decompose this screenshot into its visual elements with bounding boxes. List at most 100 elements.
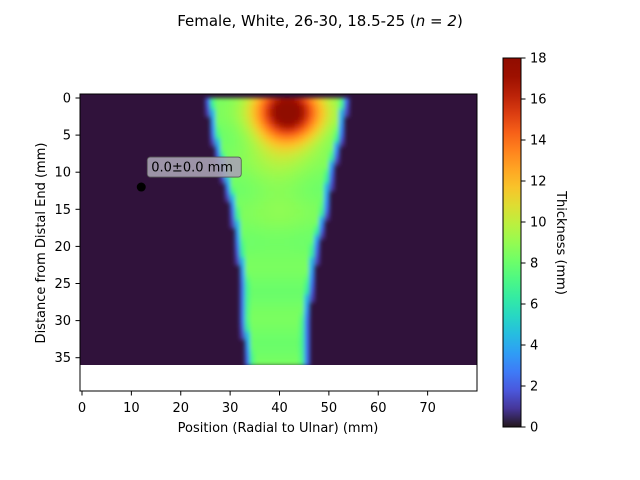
heatmap-cell xyxy=(269,283,276,288)
heatmap-cell xyxy=(279,127,286,132)
heatmap-cell xyxy=(319,138,325,144)
heatmap-cell xyxy=(274,198,281,203)
heatmap-cell xyxy=(269,268,276,273)
heatmap-cell xyxy=(294,123,300,129)
heatmap-cell xyxy=(309,261,315,266)
heatmap-cell xyxy=(289,209,295,214)
heatmap-cell xyxy=(289,346,295,351)
heatmap-cell xyxy=(215,120,221,125)
heatmap-cell xyxy=(240,205,246,210)
heatmap-cell xyxy=(328,168,335,173)
heatmap-cell xyxy=(319,220,325,225)
heatmap-cell xyxy=(279,290,286,296)
heatmap-cell xyxy=(230,116,236,121)
heatmap-cell xyxy=(240,320,246,325)
heatmap-cell xyxy=(289,116,295,121)
heatmap-cell xyxy=(284,276,290,281)
heatmap-cell xyxy=(274,101,281,107)
heatmap-cell xyxy=(284,198,290,203)
heatmap-cell xyxy=(274,346,281,351)
heatmap-cell xyxy=(249,272,256,277)
heatmap-cell xyxy=(230,187,236,192)
heatmap-cell xyxy=(259,320,266,325)
heatmap-cell xyxy=(333,142,340,147)
heatmap-cell xyxy=(225,149,231,155)
heatmap-cell xyxy=(304,183,310,188)
heatmap-cell xyxy=(269,316,276,322)
heatmap-cell xyxy=(274,172,281,177)
heatmap-cell xyxy=(249,268,256,273)
heatmap-cell xyxy=(304,123,310,129)
heatmap-cell xyxy=(279,131,286,136)
heatmap-cell xyxy=(309,268,315,273)
heatmap-cell xyxy=(299,123,305,129)
heatmap-cell xyxy=(264,112,271,118)
heatmap-cell xyxy=(294,224,300,229)
heatmap-cell xyxy=(264,194,271,199)
heatmap-cell xyxy=(235,201,241,207)
heatmap-cell xyxy=(279,164,286,170)
heatmap-cell xyxy=(299,190,305,196)
heatmap-cell xyxy=(220,142,226,147)
heatmap-cell xyxy=(274,350,281,355)
heatmap-cell xyxy=(333,161,340,166)
heatmap-cell xyxy=(294,335,300,340)
heatmap-cell xyxy=(289,98,295,103)
heatmap-cell xyxy=(289,201,295,207)
heatmap-cell xyxy=(259,287,266,292)
heatmap-cell xyxy=(294,316,300,322)
heatmap-cell xyxy=(284,131,290,136)
colorbar-tick-label: 14 xyxy=(530,134,547,149)
heatmap-cell xyxy=(319,101,325,107)
heatmap-cell xyxy=(269,224,276,229)
heatmap-cell xyxy=(319,149,325,155)
heatmap-cell xyxy=(279,328,286,333)
heatmap-cell xyxy=(269,175,276,181)
heatmap-cell xyxy=(328,105,335,110)
heatmap-cell xyxy=(269,183,276,188)
heatmap-cell xyxy=(220,98,226,103)
y-tick-label: 30 xyxy=(54,314,71,329)
heatmap-cell xyxy=(269,123,276,129)
heatmap-cell xyxy=(304,227,310,233)
heatmap-cell xyxy=(309,287,315,292)
heatmap-cell xyxy=(338,142,345,147)
heatmap-cell xyxy=(289,175,295,181)
heatmap-cell xyxy=(289,138,295,144)
heatmap-cell xyxy=(220,109,226,114)
heatmap-cell xyxy=(240,131,246,136)
heatmap-cell xyxy=(309,138,315,144)
heatmap-cell xyxy=(259,101,266,107)
heatmap-cell xyxy=(304,168,310,173)
heatmap-cell xyxy=(304,138,310,144)
heatmap-cell xyxy=(294,231,300,236)
heatmap-cell xyxy=(254,305,261,311)
heatmap-cell xyxy=(304,313,310,318)
heatmap-cell xyxy=(284,264,290,270)
heatmap-cell xyxy=(284,220,290,225)
heatmap-cell xyxy=(314,227,320,233)
heatmap-cell xyxy=(269,361,276,365)
heatmap-cell xyxy=(269,201,276,207)
annotation-marker[interactable] xyxy=(136,182,146,192)
heatmap-cell xyxy=(244,342,251,348)
heatmap-cell xyxy=(304,294,310,299)
heatmap-cell xyxy=(309,190,315,196)
heatmap-cell xyxy=(264,279,271,285)
heatmap-cell xyxy=(323,146,330,151)
heatmap-cell xyxy=(235,116,241,121)
heatmap-cell xyxy=(304,157,310,162)
heatmap-cell xyxy=(244,198,251,203)
heatmap-cell xyxy=(240,287,246,292)
heatmap-cell xyxy=(323,131,330,136)
colorbar-bar xyxy=(502,57,522,428)
heatmap-cell xyxy=(254,109,261,114)
heatmap-cell xyxy=(249,261,256,266)
heatmap-cell xyxy=(244,353,251,359)
heatmap-cell xyxy=(249,294,256,299)
heatmap-cell xyxy=(240,179,246,184)
heatmap-cell xyxy=(274,328,281,333)
heatmap-cell xyxy=(279,161,286,166)
heatmap-cell xyxy=(254,131,261,136)
heatmap-cell xyxy=(284,157,290,162)
